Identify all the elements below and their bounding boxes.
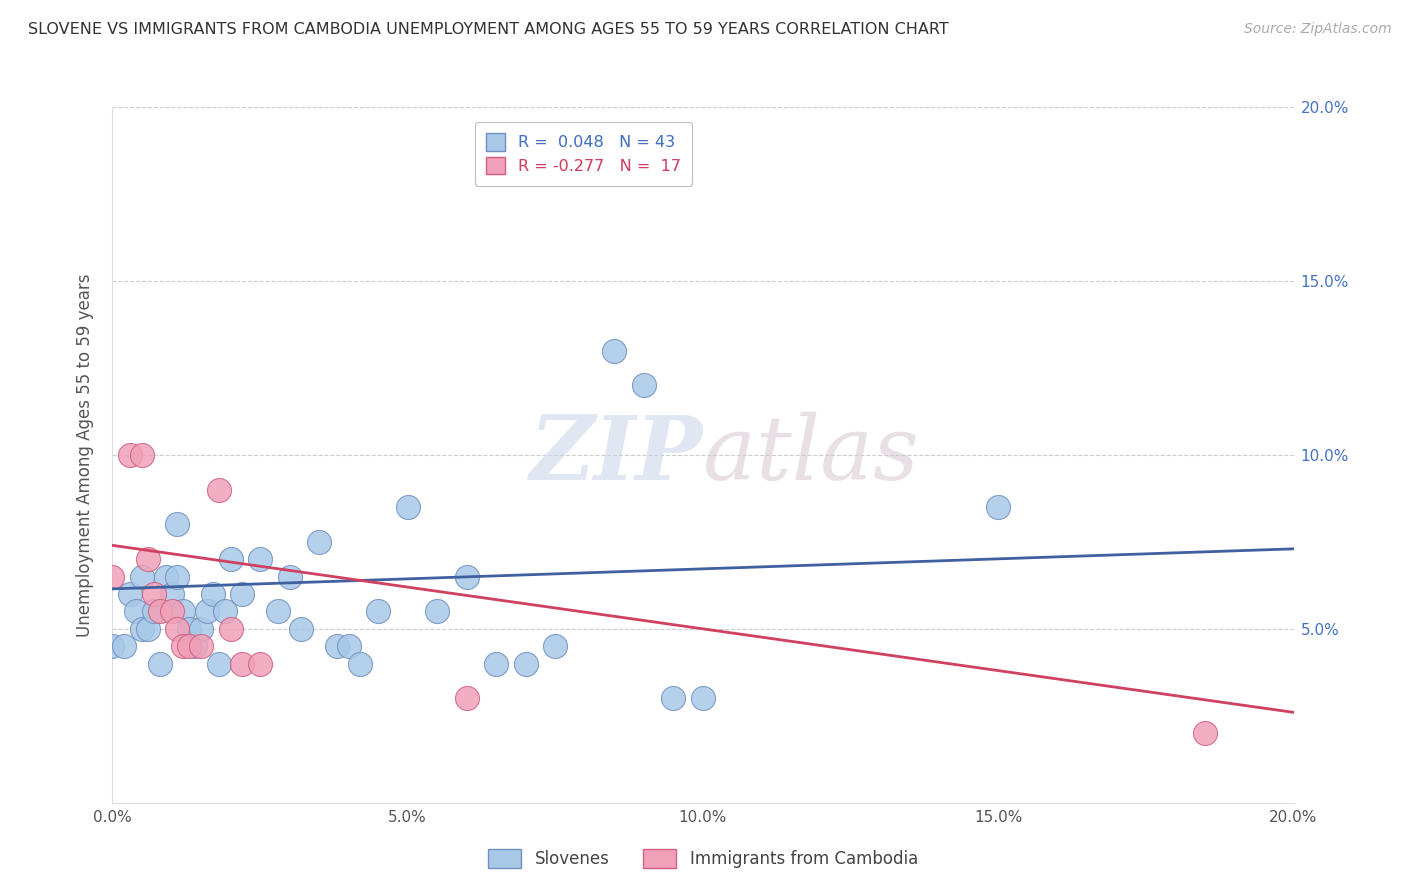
Point xyxy=(190,622,212,636)
Point xyxy=(166,622,188,636)
Point xyxy=(131,448,153,462)
Point xyxy=(456,570,478,584)
Point xyxy=(456,691,478,706)
Point xyxy=(278,570,301,584)
Text: Source: ZipAtlas.com: Source: ZipAtlas.com xyxy=(1244,22,1392,37)
Point xyxy=(249,552,271,566)
Point xyxy=(112,639,135,653)
Point xyxy=(101,639,124,653)
Point xyxy=(603,343,626,358)
Legend: Slovenes, Immigrants from Cambodia: Slovenes, Immigrants from Cambodia xyxy=(481,843,925,875)
Point xyxy=(349,657,371,671)
Point xyxy=(208,483,231,497)
Point xyxy=(131,622,153,636)
Point xyxy=(231,657,253,671)
Point xyxy=(142,605,165,619)
Point xyxy=(367,605,389,619)
Point xyxy=(120,448,142,462)
Point xyxy=(662,691,685,706)
Point xyxy=(155,570,177,584)
Point xyxy=(142,587,165,601)
Point xyxy=(426,605,449,619)
Point xyxy=(485,657,508,671)
Text: atlas: atlas xyxy=(703,411,918,499)
Point xyxy=(267,605,290,619)
Y-axis label: Unemployment Among Ages 55 to 59 years: Unemployment Among Ages 55 to 59 years xyxy=(76,273,94,637)
Point xyxy=(1194,726,1216,740)
Point xyxy=(249,657,271,671)
Point xyxy=(179,639,201,653)
Point xyxy=(515,657,537,671)
Point xyxy=(101,570,124,584)
Point xyxy=(190,639,212,653)
Point xyxy=(337,639,360,653)
Point xyxy=(692,691,714,706)
Point xyxy=(195,605,218,619)
Point xyxy=(160,587,183,601)
Point xyxy=(326,639,349,653)
Point xyxy=(544,639,567,653)
Point xyxy=(166,570,188,584)
Point xyxy=(136,622,159,636)
Point xyxy=(987,500,1010,514)
Point xyxy=(131,570,153,584)
Point xyxy=(172,639,194,653)
Point xyxy=(149,657,172,671)
Point xyxy=(166,517,188,532)
Point xyxy=(219,552,242,566)
Text: ZIP: ZIP xyxy=(530,412,703,498)
Point xyxy=(125,605,148,619)
Point xyxy=(184,639,207,653)
Point xyxy=(179,622,201,636)
Point xyxy=(214,605,236,619)
Point xyxy=(172,605,194,619)
Point xyxy=(208,657,231,671)
Legend: R =  0.048   N = 43, R = -0.277   N =  17: R = 0.048 N = 43, R = -0.277 N = 17 xyxy=(475,122,692,186)
Point xyxy=(160,605,183,619)
Point xyxy=(231,587,253,601)
Text: SLOVENE VS IMMIGRANTS FROM CAMBODIA UNEMPLOYMENT AMONG AGES 55 TO 59 YEARS CORRE: SLOVENE VS IMMIGRANTS FROM CAMBODIA UNEM… xyxy=(28,22,949,37)
Point xyxy=(308,534,330,549)
Point xyxy=(149,605,172,619)
Point xyxy=(219,622,242,636)
Point xyxy=(201,587,224,601)
Point xyxy=(136,552,159,566)
Point xyxy=(120,587,142,601)
Point xyxy=(633,378,655,392)
Point xyxy=(290,622,312,636)
Point xyxy=(396,500,419,514)
